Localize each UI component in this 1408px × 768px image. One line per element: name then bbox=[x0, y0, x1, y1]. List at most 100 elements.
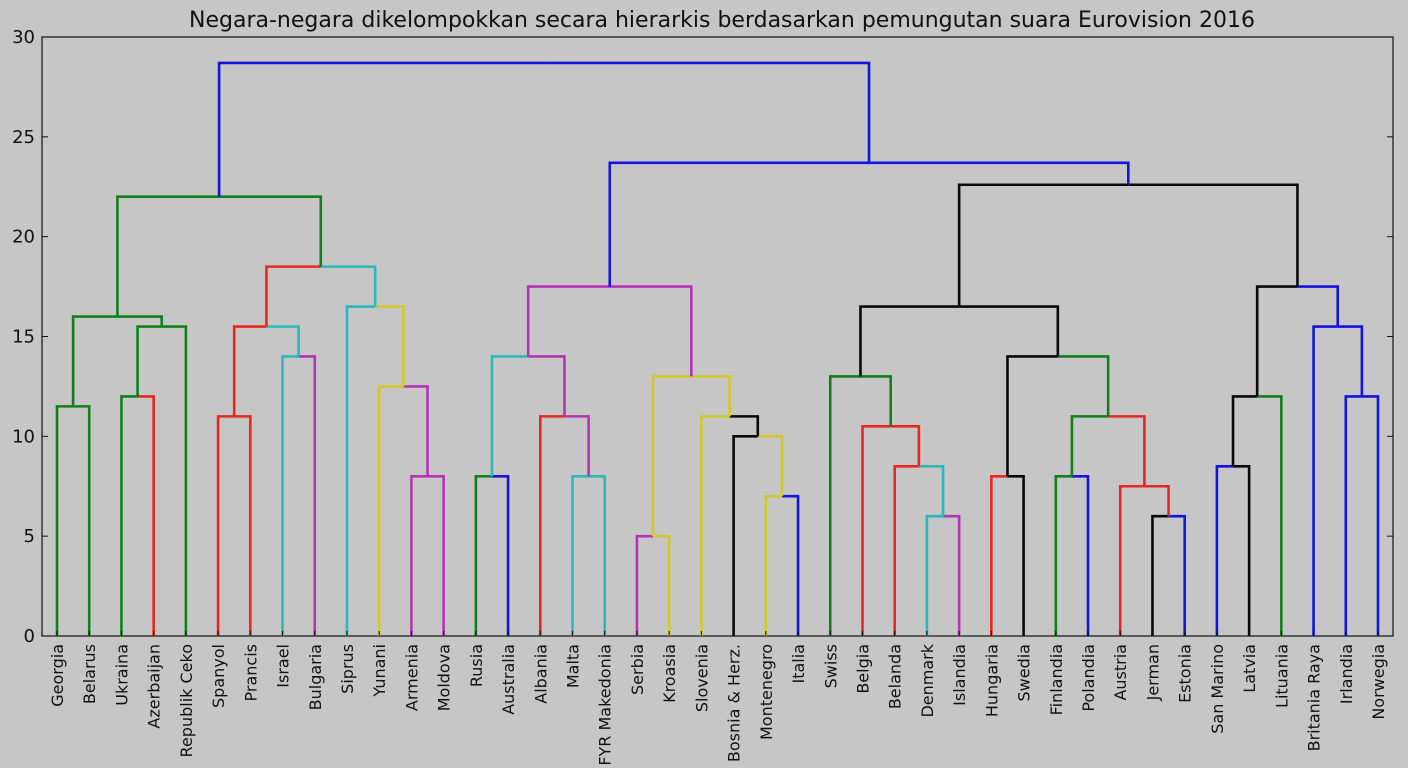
leaf-label: Polandia bbox=[1079, 644, 1098, 712]
dendrogram-link-right bbox=[860, 375, 892, 427]
leaf-label: Belanda bbox=[886, 644, 905, 709]
y-tick-label: 0 bbox=[24, 626, 35, 647]
dendrogram-link-right bbox=[375, 305, 405, 387]
dendrogram-link-right bbox=[691, 375, 731, 417]
dendrogram-link-left bbox=[490, 355, 529, 477]
leaf-label: Islandia bbox=[950, 644, 969, 706]
dendrogram-link-left bbox=[216, 415, 235, 636]
dendrogram-link-right bbox=[918, 464, 945, 517]
dendrogram-link-left bbox=[71, 315, 118, 407]
dendrogram-link-right bbox=[781, 494, 800, 636]
dendrogram-link-left bbox=[1118, 484, 1145, 636]
y-tick-label: 10 bbox=[12, 426, 35, 447]
dendrogram-link-left bbox=[217, 61, 545, 197]
dendrogram-link-right bbox=[427, 474, 445, 636]
dendrogram-link-left bbox=[957, 183, 1129, 307]
dendrogram-link-right bbox=[73, 405, 91, 636]
y-tick-label: 20 bbox=[12, 227, 35, 248]
leaf-label: Albania bbox=[531, 644, 550, 704]
dendrogram-link-right bbox=[653, 534, 671, 636]
dendrogram-link-right bbox=[320, 265, 377, 307]
dendrogram-link-left bbox=[1070, 415, 1109, 477]
dendrogram-link-right bbox=[959, 305, 1060, 357]
leaf-label: Yunani bbox=[370, 644, 389, 698]
dendrogram-link-left bbox=[538, 415, 565, 636]
y-tick-label: 5 bbox=[24, 526, 35, 547]
dendrogram-link-left bbox=[1344, 395, 1362, 636]
leaf-label: Bulgaria bbox=[306, 644, 325, 710]
dendrogram-link-left bbox=[608, 161, 870, 287]
dendrogram-link-left bbox=[232, 325, 267, 417]
leaf-label: Norwegia bbox=[1369, 644, 1388, 720]
leaf-label: Prancis bbox=[241, 644, 260, 701]
dendrogram-link-right bbox=[1071, 474, 1090, 636]
dendrogram-link-left bbox=[410, 474, 428, 636]
dendrogram-link-left bbox=[700, 415, 730, 636]
dendrogram-link-left bbox=[828, 375, 861, 636]
dendrogram-link-right bbox=[564, 415, 590, 477]
leaf-label: Malta bbox=[564, 644, 583, 688]
dendrogram-link-left bbox=[764, 494, 782, 636]
leaf-label: Rusia bbox=[467, 644, 486, 687]
leaf-label: Spanyol bbox=[209, 644, 228, 708]
dendrogram-link-right bbox=[266, 325, 300, 357]
dendrogram-link-right bbox=[1057, 355, 1110, 417]
leaf-label: Ukraina bbox=[112, 644, 131, 706]
dendrogram-link-left bbox=[1006, 355, 1058, 477]
leaf-label: Jerman bbox=[1143, 644, 1162, 701]
dendrogram-link-right bbox=[528, 355, 566, 417]
dendrogram-link-right bbox=[161, 325, 188, 636]
dendrogram-link-right bbox=[1168, 514, 1186, 636]
dendrogram-link-right bbox=[1233, 464, 1251, 636]
leaf-label: Finlandia bbox=[1047, 644, 1066, 715]
dendrogram-link-left bbox=[1054, 474, 1072, 636]
leaf-label: Azerbaijan bbox=[145, 644, 164, 729]
dendrogram-link-right bbox=[1128, 183, 1299, 287]
leaf-label: Belgia bbox=[853, 644, 872, 694]
leaf-label: Latvia bbox=[1240, 644, 1259, 693]
chart-title: Negara-negara dikelompokkan secara hiera… bbox=[189, 8, 1255, 33]
leaf-label: Serbia bbox=[628, 644, 647, 695]
dendrogram-link-left bbox=[377, 385, 404, 636]
dendrogram-link-right bbox=[588, 474, 607, 636]
dendrogram-link-left bbox=[526, 285, 610, 357]
dendrogram-link-right bbox=[403, 385, 429, 477]
leaf-label: Slovenia bbox=[692, 644, 711, 712]
dendrogram-links bbox=[55, 61, 1380, 636]
dendrogram-link-left bbox=[1231, 395, 1258, 467]
leaf-label: FYR Makedonia bbox=[596, 644, 615, 766]
leaf-label: Bosnia & Herz. bbox=[725, 644, 744, 762]
dendrogram-link-right bbox=[117, 315, 164, 327]
dendrogram-link-right bbox=[234, 415, 252, 636]
y-tick-label: 15 bbox=[12, 327, 35, 348]
dendrogram-link-right bbox=[890, 425, 921, 467]
dendrogram-link-left bbox=[635, 534, 654, 636]
dendrogram-link-right bbox=[1144, 484, 1170, 517]
leaf-label: Hungaria bbox=[982, 644, 1001, 717]
dendrogram-link-left bbox=[116, 195, 220, 317]
dendrogram-link-left bbox=[990, 474, 1008, 636]
dendrogram-link-right bbox=[729, 415, 760, 437]
dendrogram-link-left bbox=[732, 435, 758, 636]
dendrogram-link-left bbox=[1215, 464, 1234, 636]
dendrogram-link-left bbox=[651, 375, 692, 537]
leaf-label: Italia bbox=[789, 644, 808, 684]
dendrogram-link-left bbox=[55, 405, 74, 636]
leaf-label: Moldova bbox=[435, 644, 454, 711]
leaf-label: Australia bbox=[499, 644, 518, 715]
leaf-label: San Marino bbox=[1208, 644, 1227, 734]
dendrogram-link-left bbox=[571, 474, 589, 636]
leaf-label: Georgia bbox=[48, 644, 67, 707]
dendrogram-link-right bbox=[1108, 415, 1146, 487]
leaf-label: Lituania bbox=[1272, 644, 1291, 708]
dendrogram-link-right bbox=[943, 514, 961, 636]
dendrogram-link-left bbox=[861, 425, 891, 636]
leaf-label: Israel bbox=[274, 644, 293, 688]
leaf-label: Denmark bbox=[918, 643, 937, 717]
dendrogram-link-left bbox=[859, 305, 960, 377]
dendrogram-link-right bbox=[1337, 325, 1364, 397]
leaf-label: Estonia bbox=[1176, 644, 1195, 703]
leaf-label: Irlandia bbox=[1337, 644, 1356, 704]
dendrogram-link-left bbox=[474, 474, 492, 636]
